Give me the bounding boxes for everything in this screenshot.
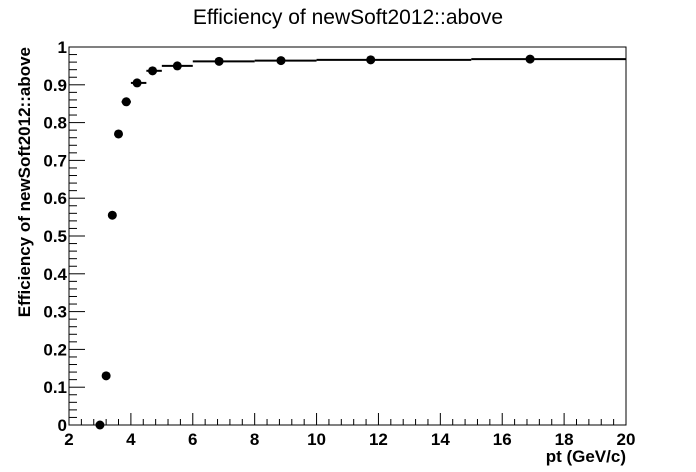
data-point bbox=[148, 66, 158, 76]
y-tick-label: 0 bbox=[58, 416, 67, 435]
x-tick-label: 6 bbox=[188, 430, 197, 449]
data-point bbox=[107, 210, 117, 220]
data-point bbox=[525, 54, 535, 64]
y-tick-label: 0.5 bbox=[43, 227, 67, 246]
y-tick-label: 0.6 bbox=[43, 189, 67, 208]
data-point bbox=[214, 56, 224, 66]
y-tick-label: 0.7 bbox=[43, 151, 67, 170]
x-axis-title: pt (GeV/c) bbox=[546, 447, 626, 466]
data-point bbox=[172, 61, 182, 71]
x-tick-label: 12 bbox=[369, 430, 388, 449]
x-tick-label: 14 bbox=[431, 430, 450, 449]
x-tick-label: 20 bbox=[617, 430, 636, 449]
x-axis-tick-labels: 2 4 6 8 10 12 14 16 18 20 bbox=[64, 430, 635, 449]
x-tick-label: 4 bbox=[126, 430, 136, 449]
y-tick-label: 0.1 bbox=[43, 378, 67, 397]
y-tick-label: 0.4 bbox=[43, 265, 67, 284]
x-tick-label: 8 bbox=[250, 430, 259, 449]
x-axis-ticks bbox=[68, 413, 627, 425]
y-axis-tick-labels: 0 0.1 0.2 0.3 0.4 0.5 0.6 0.7 0.8 0.9 1 bbox=[43, 38, 67, 435]
y-tick-label: 0.3 bbox=[43, 303, 67, 322]
data-point bbox=[95, 420, 105, 430]
chart-title: Efficiency of newSoft2012::above bbox=[193, 6, 503, 29]
data-points bbox=[95, 54, 626, 430]
data-point bbox=[121, 97, 131, 107]
data-point bbox=[366, 55, 376, 65]
y-axis-title: Efficiency of newSoft2012::above bbox=[15, 47, 34, 317]
data-point bbox=[276, 56, 286, 66]
y-axis-ticks bbox=[69, 46, 85, 426]
y-tick-label: 0.9 bbox=[43, 76, 67, 95]
data-point bbox=[114, 129, 124, 139]
data-point bbox=[132, 78, 142, 88]
x-tick-label: 2 bbox=[64, 430, 73, 449]
y-tick-label: 0.8 bbox=[43, 114, 67, 133]
plot-frame bbox=[68, 46, 627, 426]
y-tick-label: 0.2 bbox=[43, 340, 67, 359]
x-tick-label: 18 bbox=[555, 430, 574, 449]
x-tick-label: 16 bbox=[493, 430, 512, 449]
data-point bbox=[101, 371, 111, 381]
x-tick-label: 10 bbox=[307, 430, 326, 449]
y-tick-label: 1 bbox=[58, 38, 67, 57]
